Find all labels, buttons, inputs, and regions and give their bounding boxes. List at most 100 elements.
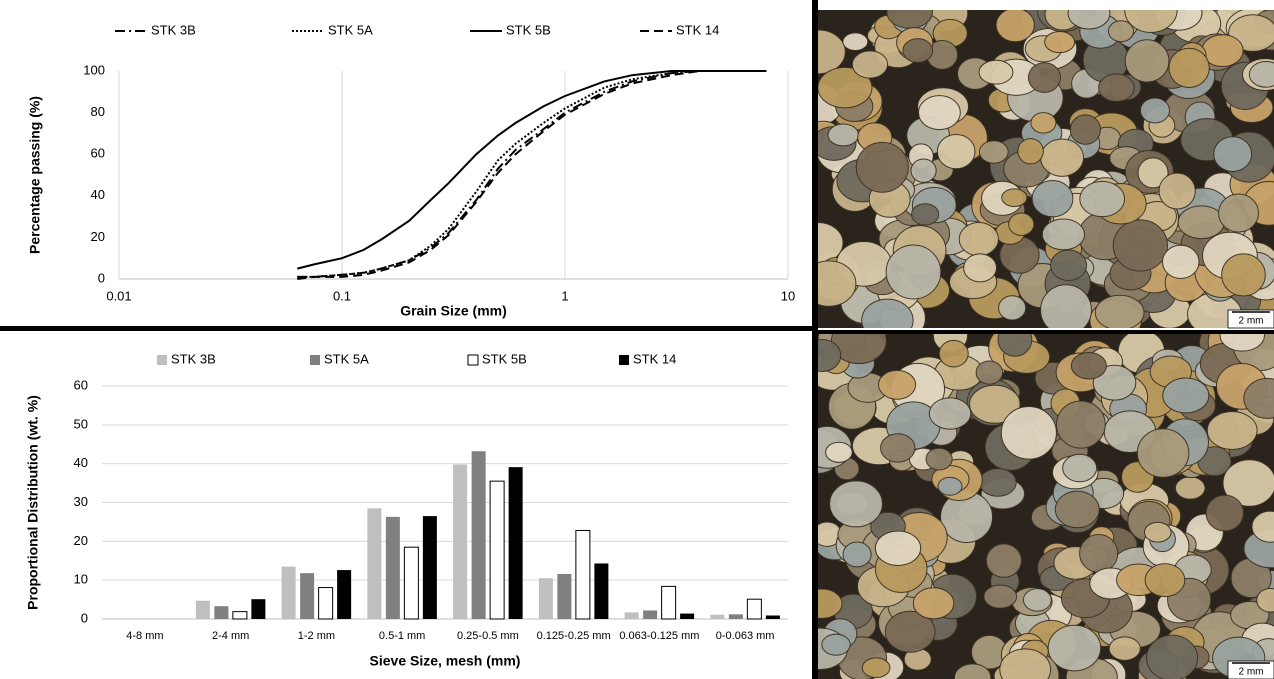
y-tick-label: 80 [91, 104, 105, 119]
grain [1028, 63, 1060, 93]
grain [1145, 564, 1185, 597]
grain [1113, 220, 1167, 271]
grain [1206, 495, 1243, 531]
x-tick-label: 10 [781, 288, 795, 303]
grain [1159, 173, 1195, 209]
bar [472, 451, 486, 619]
y-axis-label: Percentage passing (%) [27, 96, 43, 254]
grain [1162, 245, 1199, 278]
y-tick-label: 0 [98, 270, 105, 285]
scale-label: 2 mm [1239, 667, 1264, 678]
grain [1099, 74, 1135, 102]
bar [233, 612, 247, 619]
divider-vertical [812, 0, 818, 679]
grain [976, 361, 1002, 384]
grain [913, 588, 954, 619]
grain [843, 542, 871, 567]
y-tick-label: 60 [74, 377, 88, 392]
y-tick-label: 0 [81, 610, 88, 625]
grain [979, 468, 1016, 496]
grain [903, 39, 933, 63]
legend-swatch [157, 355, 167, 365]
x-tick-label: 2-4 mm [212, 630, 249, 642]
grain [1222, 254, 1266, 296]
grain [1163, 378, 1209, 413]
grain [979, 60, 1013, 84]
y-tick-label: 60 [91, 146, 105, 161]
grain [1207, 411, 1257, 449]
x-tick-label: 4-8 mm [126, 630, 163, 642]
legend-label: STK 3B [151, 22, 196, 37]
x-axis-label: Grain Size (mm) [400, 303, 507, 319]
photo [792, 0, 1274, 341]
grain [912, 204, 939, 225]
bar [710, 615, 724, 619]
grain [911, 159, 936, 182]
grain [862, 658, 890, 678]
grain [1169, 48, 1209, 87]
y-tick-label: 10 [74, 572, 88, 587]
y-axis-label: Proportional Distribution (wt. %) [25, 395, 41, 610]
grain [926, 448, 952, 470]
grain [939, 340, 968, 367]
bar [490, 481, 504, 619]
bar [367, 508, 381, 619]
grain [856, 142, 908, 192]
grain [1063, 454, 1097, 481]
figure: 2 mm2 mm020406080100Percentage passing (… [0, 0, 1274, 679]
grain [1108, 21, 1133, 42]
x-axis-label: Sieve Size, mesh (mm) [370, 653, 521, 669]
grain [1041, 139, 1084, 176]
grain [1147, 635, 1198, 679]
grain [1214, 137, 1252, 172]
grain [1109, 637, 1140, 660]
bar [337, 570, 351, 619]
bar [196, 601, 210, 619]
grain [1048, 625, 1101, 671]
grain [875, 531, 920, 566]
grain [996, 8, 1034, 41]
scale-label: 2 mm [1239, 316, 1264, 327]
bar [386, 517, 400, 619]
grain [1042, 219, 1084, 250]
grain [1178, 206, 1224, 239]
grain [999, 296, 1026, 320]
bar [766, 616, 780, 619]
bar [729, 614, 743, 619]
x-tick-label: 0.25-0.5 mm [457, 630, 519, 642]
grain [828, 124, 859, 146]
legend-swatch [468, 355, 478, 365]
bar [643, 610, 657, 619]
x-tick-label: 0.1 [333, 288, 351, 303]
grain [964, 254, 997, 282]
bar [557, 574, 571, 619]
bar [625, 612, 639, 619]
grain [1055, 491, 1099, 528]
y-tick-label: 20 [91, 229, 105, 244]
grain [1219, 194, 1259, 232]
bar [404, 547, 418, 619]
grain [1095, 295, 1144, 330]
grain [938, 477, 962, 495]
bar [539, 578, 553, 619]
grain [852, 51, 887, 78]
x-tick-label: 0.01 [106, 288, 131, 303]
grain [1056, 401, 1105, 448]
y-tick-label: 30 [74, 494, 88, 509]
bar [453, 464, 467, 619]
grain [1070, 115, 1100, 144]
bar [300, 573, 314, 619]
grain [826, 442, 853, 462]
y-tick-label: 50 [74, 416, 88, 431]
bar [576, 530, 590, 619]
x-tick-label: 0.063-0.125 mm [619, 630, 699, 642]
grain [843, 33, 868, 51]
grain [1031, 113, 1056, 133]
grain [1175, 477, 1205, 499]
legend-swatch [619, 355, 629, 365]
grain [830, 481, 883, 527]
bar [509, 467, 523, 619]
x-tick-label: 0.125-0.25 mm [537, 630, 611, 642]
grain [1023, 589, 1051, 611]
grain [986, 544, 1021, 577]
